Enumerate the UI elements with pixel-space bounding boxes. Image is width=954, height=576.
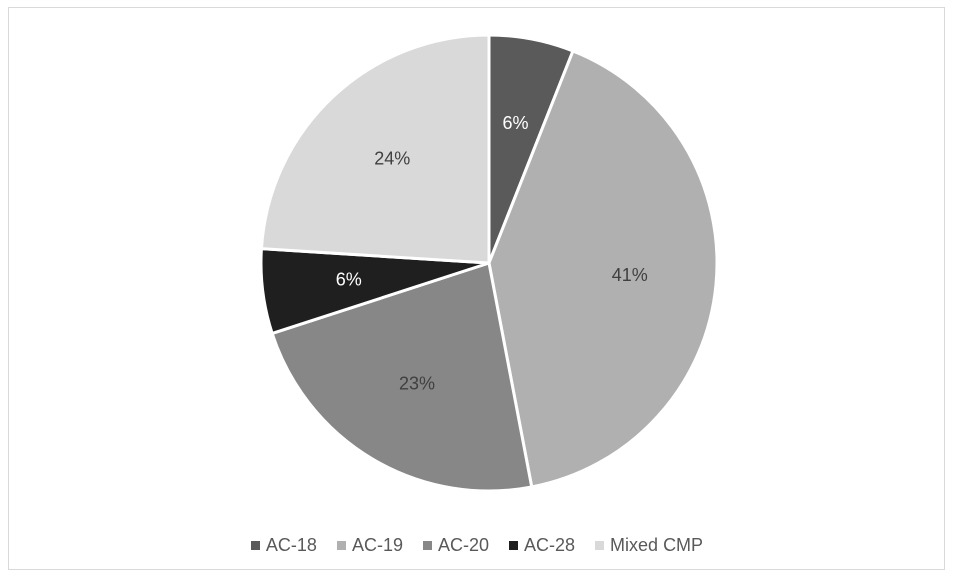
- legend-item-ac-20: AC-20: [422, 535, 490, 556]
- legend-swatch: [595, 541, 605, 550]
- legend-item-ac-19: AC-19: [336, 535, 403, 556]
- pie-slice-ac-19: [487, 49, 719, 489]
- pie-slice-mixed-cmp: [259, 33, 491, 265]
- data-label-ac-20: 23%: [399, 373, 435, 393]
- legend-label: AC-20: [437, 535, 490, 555]
- data-label-ac-19: 41%: [612, 265, 648, 285]
- legend-item-mixed-cmp: Mixed CMP: [595, 535, 703, 556]
- legend-label: AC-28: [524, 535, 576, 555]
- legend-swatch: [336, 541, 346, 550]
- legend-swatch: [422, 541, 432, 550]
- data-label-ac-28: 6%: [336, 269, 362, 289]
- data-label-mixed-cmp: 24%: [374, 149, 410, 169]
- data-label-ac-18: 6%: [502, 113, 528, 133]
- legend-item-ac-18: AC-18: [250, 535, 317, 556]
- legend-item-ac-28: AC-28: [509, 535, 575, 556]
- legend-label: AC-19: [351, 535, 403, 555]
- pie-slice-ac-20: [270, 261, 534, 493]
- legend-swatch: [250, 541, 260, 550]
- legend-swatch: [509, 541, 519, 550]
- legend-label: Mixed CMP: [610, 535, 704, 555]
- legend-label: AC-18: [265, 535, 317, 555]
- legend: AC-18 AC-19 AC-20 AC-28 Mixed CMP: [0, 535, 954, 556]
